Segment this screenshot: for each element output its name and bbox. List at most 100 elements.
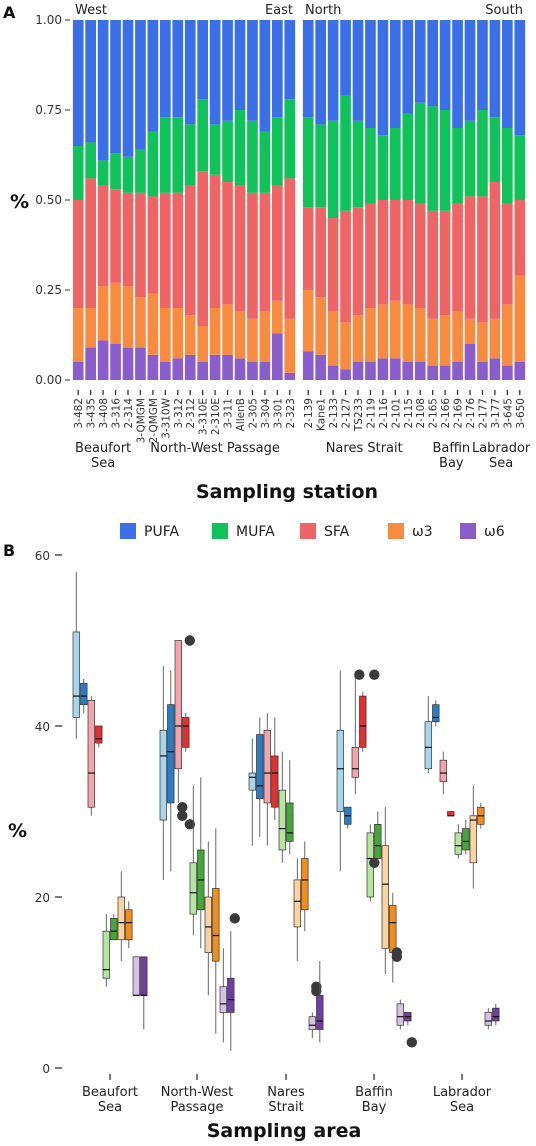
box-body (359, 695, 367, 748)
bar-segment-PUFA (464, 20, 476, 121)
box-ω6 (132, 956, 140, 996)
bar-segment-ω6 (327, 365, 339, 380)
corner-label-right: South (485, 3, 523, 18)
box-body (374, 823, 382, 859)
station-label: 2-176 (465, 398, 477, 429)
bar-segment-PUFA (259, 20, 271, 132)
bar-segment-SFA (234, 185, 246, 312)
bar-segment-ω3 (427, 318, 438, 366)
station-group-label: North-West Passage (150, 441, 280, 456)
bar-segment-ω3 (172, 308, 184, 359)
bar-segment-ω6 (464, 344, 476, 380)
bar-segment-MUFA (85, 142, 96, 179)
bar-segment-ω3 (390, 300, 401, 359)
x-category-label: Passage (171, 1100, 224, 1115)
bar-segment-SFA (464, 196, 476, 319)
box-PUFA (167, 670, 175, 872)
bar-segment-ω3 (284, 318, 296, 373)
bar-segment-PUFA (439, 20, 451, 110)
box-body (132, 956, 140, 996)
bar-segment-SFA (122, 192, 134, 287)
box-body (278, 789, 286, 851)
bar-segment-PUFA (352, 20, 364, 121)
box-SFA (271, 717, 279, 821)
bar-segment-MUFA (247, 120, 258, 193)
bar-segment-ω3 (247, 318, 258, 362)
box-body (182, 717, 190, 748)
bar-segment-ω3 (272, 300, 283, 334)
bar-segment-PUFA (427, 20, 438, 107)
station-label: AllenB (235, 398, 247, 431)
box-body (167, 704, 175, 804)
box-body (454, 832, 462, 855)
box-body (336, 729, 344, 812)
box-MUFA (110, 914, 118, 941)
station-label: 3-QMGM (135, 398, 147, 443)
station-label: 3-316 (111, 398, 123, 429)
station-label: 3-312 (173, 398, 185, 429)
box-outlier (311, 981, 322, 992)
bar-segment-ω3 (365, 308, 376, 362)
bar-segment-ω6 (135, 347, 146, 380)
box-ω3 (381, 807, 389, 974)
box-body (95, 725, 103, 744)
box-MUFA (278, 751, 286, 863)
box-body (271, 755, 279, 808)
panel-b-y-axis: 0 20 40 60 (35, 549, 62, 1076)
bar-segment-PUFA (390, 20, 401, 128)
legend-item-0: PUFA (120, 523, 179, 540)
bar-segment-PUFA (247, 20, 258, 121)
bar-segment-PUFA (284, 20, 296, 100)
bar-segment-MUFA (464, 120, 476, 197)
bar-segment-SFA (110, 189, 121, 283)
bar-segment-ω6 (402, 362, 414, 380)
box-ω6 (219, 948, 227, 1043)
station-label: 3-435 (86, 398, 98, 429)
box-body (381, 845, 389, 949)
panel-a-x-axis-title: Sampling station (196, 481, 378, 503)
box-MUFA (462, 820, 470, 855)
bar-segment-ω3 (197, 326, 208, 362)
box-ω6 (396, 999, 404, 1030)
bar-segment-ω6 (340, 369, 351, 380)
box-body (174, 640, 182, 770)
station-label: 2-QMGM (148, 398, 160, 443)
box-SFA (174, 640, 188, 821)
bar-segment-ω3 (85, 308, 96, 348)
bar-segment-SFA (427, 210, 438, 319)
bar-segment-MUFA (502, 128, 513, 204)
bar-segment-SFA (377, 200, 389, 305)
panel-a-facets: 3-482 3-435 3-408 3-316 2-314 3-QMGM 2-QMGM 3-3… (72, 3, 531, 471)
station-group-label: Sea (489, 456, 513, 471)
box-ω3 (212, 828, 220, 1034)
box-body (189, 862, 197, 915)
bar-segment-MUFA (452, 128, 463, 204)
station-label: 3-177 (490, 398, 502, 429)
box-body (204, 896, 212, 953)
box-PUFA (336, 670, 344, 872)
bar-segment-PUFA (197, 20, 208, 100)
bar-segment-ω6 (122, 347, 134, 380)
bar-segment-ω6 (302, 351, 314, 380)
station-label: 3-311 (223, 398, 235, 429)
bar-segment-ω3 (222, 304, 233, 355)
bar-segment-ω6 (272, 333, 283, 380)
station-group-label: Baffin (432, 441, 470, 456)
bar-segment-SFA (172, 192, 184, 308)
bar-segment-MUFA (390, 128, 401, 200)
bar-segment-SFA (85, 178, 96, 308)
bar-segment-SFA (247, 192, 258, 319)
bar-segment-MUFA (377, 135, 389, 200)
legend-swatch (300, 523, 316, 539)
bar-segment-PUFA (72, 20, 84, 146)
box-body (447, 811, 455, 817)
legend-swatch (212, 523, 228, 539)
bar-segment-PUFA (110, 20, 121, 154)
legend-label: PUFA (144, 524, 179, 540)
box-body (484, 1012, 492, 1026)
bar-segment-PUFA (97, 20, 109, 161)
bar-segment-MUFA (97, 160, 109, 186)
box-body (125, 909, 133, 941)
station-label: TS233 (353, 398, 365, 432)
